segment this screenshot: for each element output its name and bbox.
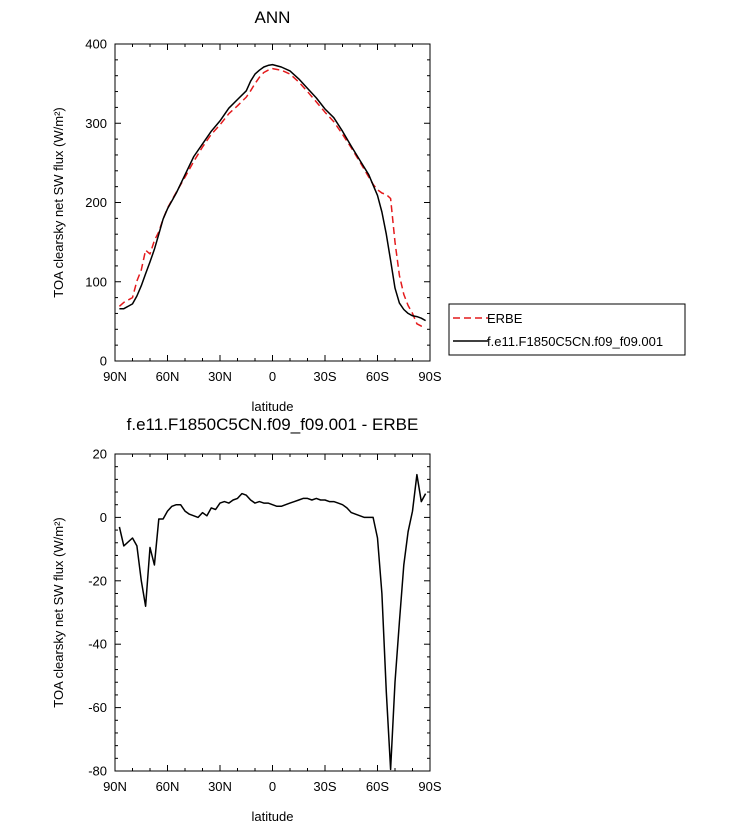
x-tick-label: 60N bbox=[156, 779, 180, 794]
y-tick-label: 20 bbox=[93, 447, 107, 462]
top-y-axis-label: TOA clearsky net SW flux (W/m²) bbox=[51, 107, 66, 297]
y-tick-label: 0 bbox=[100, 354, 107, 369]
top-y-ticks: 0 100 200 300 400 bbox=[85, 37, 430, 369]
x-tick-label: 60S bbox=[366, 369, 389, 384]
y-tick-label: 300 bbox=[85, 116, 107, 131]
y-tick-label: 0 bbox=[100, 510, 107, 525]
top-plot-frame bbox=[114, 43, 431, 362]
top-chart-title: ANN bbox=[255, 8, 291, 27]
top-series-lines bbox=[118, 63, 426, 328]
bottom-y-axis-label: TOA clearsky net SW flux (W/m²) bbox=[51, 517, 66, 707]
bottom-plot-area: -80 -60 -40 -20 0 20 90N 60N 30N 0 30S 60S 90S bbox=[88, 447, 442, 795]
legend: ERBE f.e11.F1850C5CN.f09_f09.001 bbox=[448, 303, 686, 356]
x-tick-label: 60N bbox=[156, 369, 180, 384]
series-line-obs-0 bbox=[118, 67, 426, 328]
top-plot-area: 0 100 200 300 400 90N 60N 30N 0 30S 60S 90S bbox=[85, 37, 442, 385]
bottom-chart-title: f.e11.F1850C5CN.f09_f09.001 - ERBE bbox=[127, 415, 419, 434]
series-line-model-1 bbox=[119, 63, 426, 322]
top-x-axis-label: latitude bbox=[252, 399, 294, 414]
x-tick-label: 90N bbox=[103, 369, 127, 384]
top-panel: ANN 0 100 200 300 400 90N 60N 30N 0 30S 60S 90S la… bbox=[51, 8, 442, 414]
legend-box bbox=[448, 303, 686, 356]
y-tick-label: -80 bbox=[88, 764, 107, 779]
series-line-model-0 bbox=[118, 473, 427, 771]
y-tick-label: -20 bbox=[88, 573, 107, 588]
x-tick-label: 30N bbox=[208, 779, 232, 794]
legend-label-1: f.e11.F1850C5CN.f09_f09.001 bbox=[487, 334, 663, 349]
bottom-x-axis-label: latitude bbox=[252, 809, 294, 824]
x-tick-label: 60S bbox=[366, 779, 389, 794]
bottom-x-ticks: 90N 60N 30N 0 30S 60S 90S bbox=[103, 454, 442, 794]
bottom-series-lines bbox=[118, 473, 427, 771]
legend-items: ERBE f.e11.F1850C5CN.f09_f09.001 bbox=[453, 311, 663, 349]
x-tick-label: 30N bbox=[208, 369, 232, 384]
y-tick-label: 100 bbox=[85, 274, 107, 289]
y-tick-label: -40 bbox=[88, 637, 107, 652]
bottom-panel: f.e11.F1850C5CN.f09_f09.001 - ERBE -80 -6… bbox=[51, 415, 442, 824]
x-tick-label: 0 bbox=[269, 369, 276, 384]
y-tick-label: 400 bbox=[85, 37, 107, 52]
bottom-y-ticks: -80 -60 -40 -20 0 20 bbox=[88, 447, 430, 779]
legend-label-0: ERBE bbox=[487, 311, 523, 326]
y-tick-label: 200 bbox=[85, 195, 107, 210]
y-tick-label: -60 bbox=[88, 700, 107, 715]
x-tick-label: 30S bbox=[313, 369, 336, 384]
x-tick-label: 90S bbox=[418, 779, 441, 794]
x-tick-label: 90S bbox=[418, 369, 441, 384]
x-tick-label: 0 bbox=[269, 779, 276, 794]
top-x-ticks: 90N 60N 30N 0 30S 60S 90S bbox=[103, 44, 442, 384]
x-tick-label: 30S bbox=[313, 779, 336, 794]
x-tick-label: 90N bbox=[103, 779, 127, 794]
